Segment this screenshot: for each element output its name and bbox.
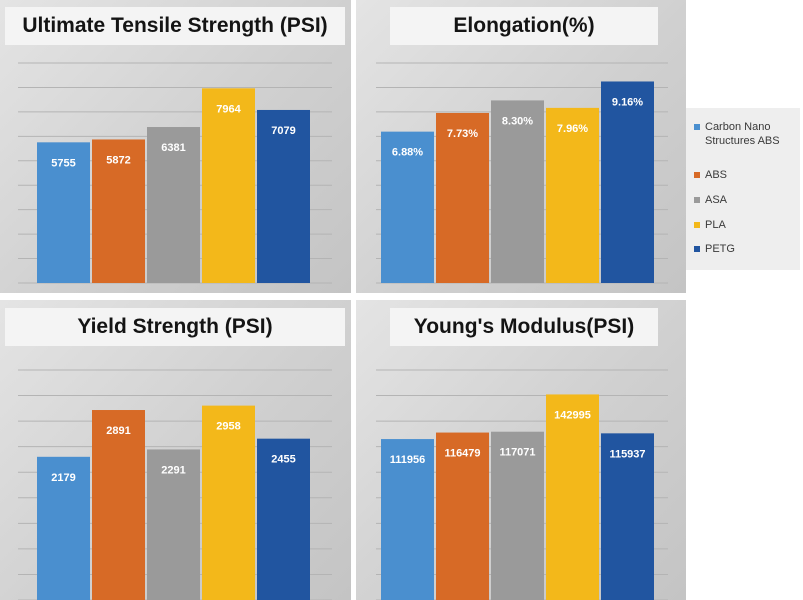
data-label: 2179 — [51, 472, 75, 484]
data-label: 2455 — [271, 454, 295, 466]
data-label: 111956 — [390, 454, 426, 466]
legend-label: Carbon Nano Structures ABS — [705, 121, 780, 147]
bar — [202, 405, 255, 600]
data-label: 116479 — [444, 448, 480, 460]
bar — [92, 410, 145, 600]
data-label: 5755 — [51, 157, 75, 169]
chart-title: Ultimate Tensile Strength (PSI) — [5, 7, 345, 45]
legend-swatch — [694, 172, 700, 178]
data-label: 8.30% — [502, 115, 533, 127]
bar — [601, 433, 654, 600]
bar — [436, 432, 489, 600]
bar — [202, 88, 255, 283]
chart-panel-yield: 2179 2891 2291 2958 2455 Yield Strength (PSI… — [0, 300, 351, 600]
data-label: 117071 — [499, 447, 535, 459]
chart-modulus-svg: 111956 116479 117071 142995 115937 — [376, 369, 668, 600]
chart-panel-modulus: 111956 116479 117071 142995 115937 Young's M… — [356, 300, 686, 600]
bar — [601, 81, 654, 283]
bar — [491, 100, 544, 284]
bar — [546, 107, 599, 283]
data-label: 7079 — [271, 125, 295, 137]
data-label: 7.96% — [557, 123, 588, 135]
data-label: 2891 — [106, 425, 130, 437]
legend-swatch — [694, 124, 700, 130]
chart-panel-elongation: 6.88% 7.73% 8.30% 7.96% 9.16% Elongation(%) — [356, 0, 686, 293]
legend-item: ABS — [694, 168, 797, 182]
bar — [147, 449, 200, 600]
data-label: 142995 — [554, 409, 591, 421]
legend-item: PLA — [694, 218, 797, 232]
bar — [381, 131, 434, 283]
chart-yield-svg: 2179 2891 2291 2958 2455 — [18, 369, 332, 600]
legend-item: PETG — [694, 242, 797, 256]
data-label: 2958 — [216, 421, 240, 433]
chart-panel-tensile: 5755 5872 6381 7964 7079 Ultimate Tensile St… — [0, 0, 351, 293]
chart-tensile-svg: 5755 5872 6381 7964 7079 — [18, 62, 332, 284]
chart-title: Yield Strength (PSI) — [5, 308, 345, 346]
legend-label: PLA — [705, 219, 726, 231]
bar — [546, 394, 599, 600]
data-label: 9.16% — [612, 96, 643, 108]
bar — [436, 112, 489, 283]
legend-item: ASA — [694, 193, 797, 207]
data-label: 5872 — [106, 154, 130, 166]
legend-label: ABS — [705, 169, 728, 181]
bar — [257, 109, 310, 283]
data-label: 2291 — [161, 464, 185, 476]
data-label: 115937 — [609, 448, 645, 460]
legend: Carbon Nano Structures ABS ABS ASA PLA P… — [686, 108, 800, 270]
legend-item: Carbon Nano Structures ABS — [694, 120, 797, 148]
bar — [491, 431, 544, 600]
legend-swatch — [694, 197, 700, 203]
chart-title: Elongation(%) — [390, 7, 658, 45]
bar — [147, 127, 200, 284]
bar — [92, 139, 145, 283]
chart-title: Young's Modulus(PSI) — [390, 308, 658, 346]
bar — [37, 456, 90, 600]
data-label: 6.88% — [392, 147, 423, 159]
legend-swatch — [694, 246, 700, 252]
bar — [257, 438, 310, 600]
legend-label: ASA — [705, 194, 728, 206]
bar — [381, 439, 434, 600]
legend-swatch — [694, 222, 700, 228]
data-label: 7964 — [216, 103, 241, 115]
bar — [37, 142, 90, 283]
legend-label: PETG — [705, 243, 735, 255]
chart-elongation-svg: 6.88% 7.73% 8.30% 7.96% 9.16% — [376, 62, 668, 284]
data-label: 6381 — [161, 142, 185, 154]
data-label: 7.73% — [447, 128, 478, 140]
